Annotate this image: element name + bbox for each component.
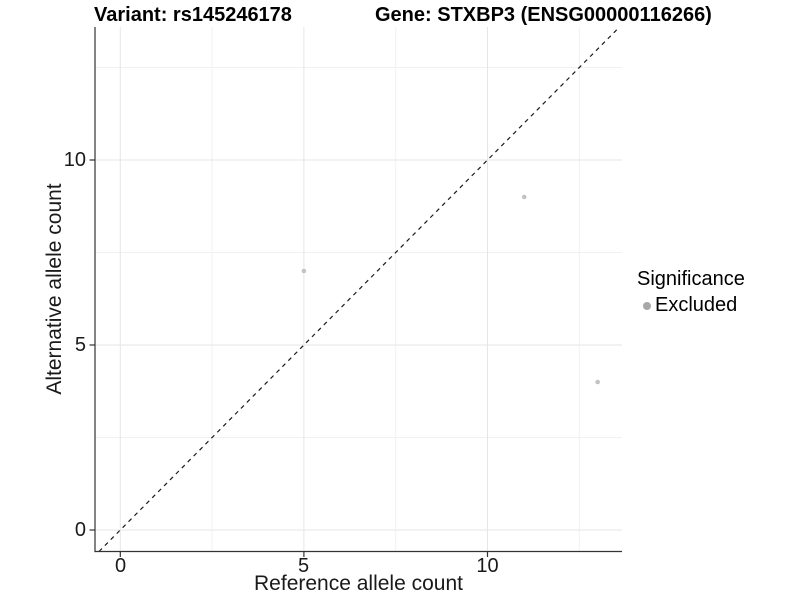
legend-title: Significance bbox=[637, 268, 745, 290]
data-point bbox=[595, 379, 600, 385]
x-axis-title: Reference allele count bbox=[254, 572, 463, 595]
x-tick-label-0: 0 bbox=[114, 555, 127, 577]
y-axis-title: Alternative allele count bbox=[43, 183, 66, 395]
data-point bbox=[521, 194, 527, 200]
x-tick-label-5: 5 bbox=[297, 555, 310, 577]
data-point bbox=[301, 268, 307, 274]
legend: Significance Excluded bbox=[637, 268, 745, 317]
legend-point-icon bbox=[643, 301, 651, 310]
identity-reference-line bbox=[98, 26, 620, 552]
y-tick-label-10: 10 bbox=[63, 149, 86, 171]
legend-item-label: Excluded bbox=[655, 294, 738, 316]
gene-title: Gene: STXBP3 (ENSG00000116266) bbox=[375, 4, 712, 26]
variant-title: Variant: rs145246178 bbox=[94, 4, 292, 26]
legend-item-excluded: Excluded bbox=[637, 294, 745, 317]
x-tick-label-10: 10 bbox=[476, 555, 499, 577]
y-tick-label-5: 5 bbox=[74, 334, 86, 356]
y-tick-label-0: 0 bbox=[74, 519, 86, 541]
